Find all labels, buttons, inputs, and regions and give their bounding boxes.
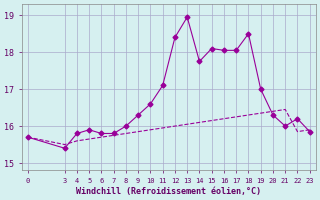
X-axis label: Windchill (Refroidissement éolien,°C): Windchill (Refroidissement éolien,°C) [76, 187, 261, 196]
